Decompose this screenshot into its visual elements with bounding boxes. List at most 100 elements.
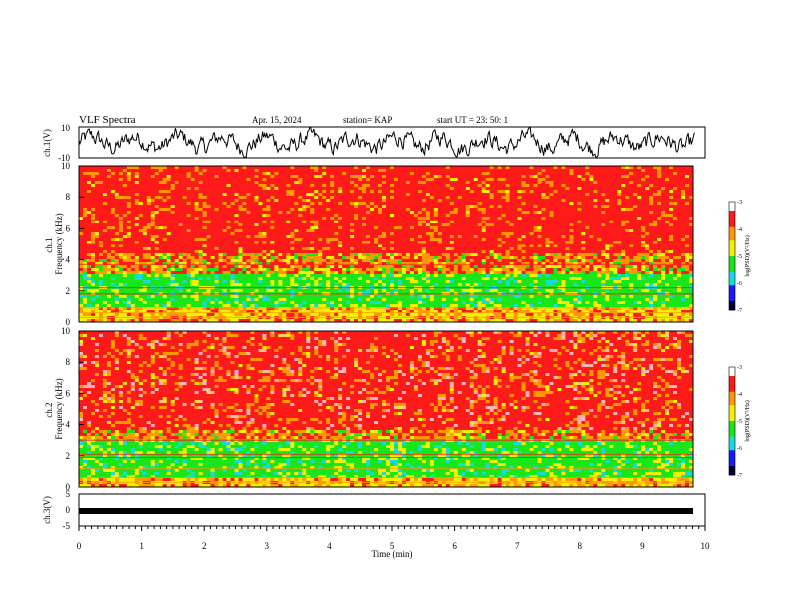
- spec1-cell: [421, 226, 427, 230]
- spec1-cell: [238, 301, 243, 305]
- spec1-cell: [274, 226, 279, 230]
- spec1-cell: [413, 295, 419, 299]
- spec1-cell: [166, 223, 171, 227]
- spec1-cell: [262, 187, 267, 191]
- spec1-cell: [158, 166, 164, 170]
- spec1-cell: [202, 250, 207, 254]
- spec1-cell: [318, 274, 323, 278]
- spec1-cell: [457, 304, 463, 308]
- spec1-cell: [358, 247, 363, 251]
- spec1-cell: [290, 241, 295, 245]
- spec1-cell: [389, 202, 395, 206]
- spec1-cell: [254, 217, 259, 221]
- spec1-cell: [405, 175, 411, 179]
- spec1-cell: [429, 295, 435, 299]
- spec1-cell: [142, 175, 148, 179]
- spec1-cell: [122, 175, 128, 179]
- spec1-cell: [298, 202, 303, 206]
- spec1-cell: [457, 232, 463, 236]
- spec1-cell: [130, 250, 136, 254]
- spec1-cell: [290, 205, 295, 209]
- spec1-cell: [417, 301, 423, 305]
- spec1-cell: [421, 208, 427, 212]
- spec1-cell: [362, 256, 367, 260]
- spec1-cell: [449, 232, 455, 236]
- spec1-cell: [98, 232, 104, 236]
- spec1-cell: [114, 280, 120, 284]
- spec1-cell: [405, 205, 411, 209]
- spec1-cell: [218, 262, 223, 266]
- spec1-cell: [453, 304, 459, 308]
- spec1-cell: [314, 256, 319, 260]
- spec1-cell: [389, 232, 395, 236]
- spec1-cell: [318, 178, 323, 182]
- spec1-cell: [186, 295, 191, 299]
- spec1-cell: [401, 175, 407, 179]
- spec1-cell: [182, 208, 187, 212]
- spec1-cell: [286, 181, 291, 185]
- spec1-cell: [174, 289, 179, 293]
- spec1-cell: [178, 166, 183, 170]
- spec1-cell: [250, 271, 255, 275]
- spec1-cell: [449, 205, 455, 209]
- spec1-cell: [366, 178, 371, 182]
- spec1-cell: [218, 238, 223, 242]
- spec1-cell: [246, 202, 251, 206]
- spec1-cell: [90, 187, 96, 191]
- spec1-cell: [98, 190, 104, 194]
- spec1-cell: [214, 295, 219, 299]
- spec1-cell: [166, 271, 171, 275]
- spec1-cell: [389, 226, 395, 230]
- spec1-cell: [158, 232, 164, 236]
- spec1-cell: [330, 166, 335, 170]
- spec1-cell: [314, 271, 319, 275]
- spec1-cell: [417, 307, 423, 311]
- spec1-cell: [202, 208, 207, 212]
- spec1-cell: [166, 193, 171, 197]
- spec1-cell: [146, 277, 152, 281]
- spec1-cell: [425, 235, 431, 239]
- spec1-cell: [262, 238, 267, 242]
- spec1-cell: [258, 181, 263, 185]
- spec1-cell: [198, 214, 203, 218]
- spec1-cell: [318, 166, 323, 170]
- spec1-cell: [286, 307, 291, 311]
- spec1-cell: [282, 196, 287, 200]
- spec1-cell: [194, 196, 199, 200]
- spec1-cell: [334, 241, 339, 245]
- spec1-cell: [162, 223, 168, 227]
- spec1-cell: [386, 319, 391, 323]
- spec1-cell: [346, 250, 351, 254]
- spec1-cell: [154, 289, 160, 293]
- spec1-cell: [421, 274, 427, 278]
- spec1-cell: [130, 169, 136, 173]
- spec1-cell: [429, 208, 435, 212]
- spec1-cell: [158, 304, 164, 308]
- spec1-cell: [150, 199, 156, 203]
- spec1-cell: [258, 262, 263, 266]
- spec1-cell: [409, 199, 415, 203]
- spec1-cell: [190, 196, 195, 200]
- spec1-cell: [429, 268, 435, 272]
- spec1-cell: [170, 310, 175, 314]
- spec1-cell: [178, 202, 183, 206]
- spec1-cell: [449, 196, 455, 200]
- spec1-cell: [202, 184, 207, 188]
- spec1-cell: [294, 226, 299, 230]
- spec1-cell: [318, 250, 323, 254]
- spec1-cell: [258, 313, 263, 317]
- spec1-cell: [178, 313, 183, 317]
- spec1-cell: [142, 187, 148, 191]
- spec1-cell: [114, 289, 120, 293]
- spec1-cell: [166, 232, 171, 236]
- spec1-cell: [186, 274, 191, 278]
- spec1-cell: [413, 271, 419, 275]
- spec1-cell: [421, 262, 427, 266]
- spec1-cell: [154, 199, 160, 203]
- spec1-cell: [202, 175, 207, 179]
- spec1-cell: [86, 289, 92, 293]
- spec1-cell: [294, 187, 299, 191]
- spec1-cell: [354, 205, 359, 209]
- spec1-cell: [238, 235, 243, 239]
- spec1-cell: [270, 298, 275, 302]
